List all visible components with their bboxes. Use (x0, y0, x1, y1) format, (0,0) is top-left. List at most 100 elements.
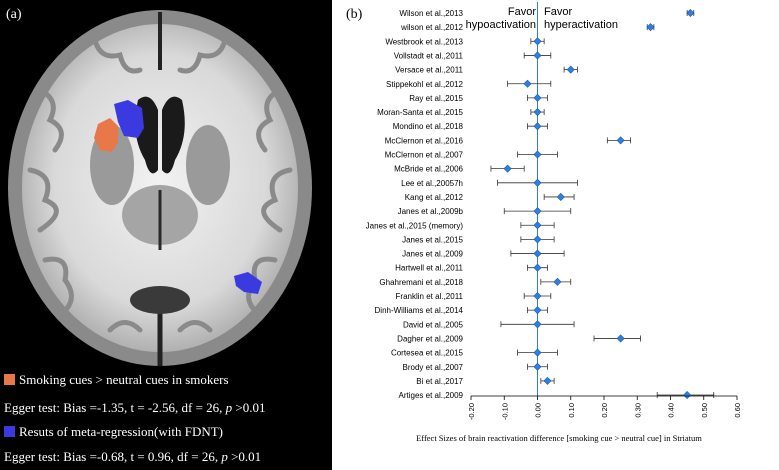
effect-size-marker (533, 93, 542, 102)
x-tick-label: 0.40 (667, 403, 676, 418)
study-row-marker (606, 136, 632, 145)
egger-test-1-text: Egger test: Bias =-1.35, t = -2.56, df =… (4, 400, 226, 415)
study-label: Kang et al.,2012 (405, 193, 464, 202)
study-row-marker (517, 348, 558, 357)
meta-regression-cluster (114, 100, 144, 138)
effect-size-marker (533, 235, 542, 244)
orange-swatch-icon (4, 374, 15, 385)
effect-size-marker (683, 391, 692, 400)
study-label: Janes et al.,2015 (402, 235, 463, 244)
study-label: Ray et al.,2015 (409, 94, 463, 103)
x-tick-label: 0.30 (633, 403, 642, 418)
effect-size-marker (533, 320, 542, 329)
x-tick-label: 0.10 (567, 403, 576, 418)
study-label: Janes et al.,2009b (398, 207, 464, 216)
study-row-marker (523, 291, 552, 301)
study-label: Versace et al.,2011 (395, 66, 463, 75)
study-label: Lee et al.,20057h (401, 179, 463, 188)
study-row-marker (686, 8, 695, 18)
effect-size-marker (566, 65, 575, 74)
effect-size-marker (533, 249, 542, 258)
egger-test-1: Egger test: Bias =-1.35, t = -2.56, df =… (4, 400, 266, 416)
study-row-marker (593, 334, 641, 343)
effect-size-marker (533, 51, 542, 60)
study-label: Brody et al.,2007 (403, 363, 464, 372)
egger-test-2: Egger test: Bias =-0.68, t = 0.96, df = … (4, 449, 261, 465)
study-row-marker (527, 263, 548, 272)
favor-right-line2: hyperactivation (544, 19, 618, 31)
study-row-marker (543, 192, 575, 201)
study-label: Moran-Santa et al.,2015 (377, 108, 463, 117)
effect-size-marker (503, 164, 512, 173)
study-row-marker (540, 376, 555, 385)
panel-a-label: (a) (6, 7, 22, 22)
brain-panel: (a) Smoking cues > neutral cues in smoke… (0, 0, 332, 470)
x-axis-title: Effect Sizes of brain reactivation diffe… (416, 433, 702, 443)
effect-size-marker (533, 291, 542, 301)
study-label: Vollstadt et al.,2011 (394, 51, 464, 60)
forest-plot-panel: (b) Wilson et al.,2013 wilson et al.,2012… (334, 0, 779, 470)
study-row-marker (490, 164, 525, 173)
blue-swatch-icon (4, 426, 15, 437)
study-label: wilson et al.,2012 (400, 23, 463, 32)
effect-size-marker (533, 37, 542, 46)
study-row-marker (517, 150, 558, 159)
study-label: Dinh-Williams et al.,2014 (375, 306, 464, 315)
study-label: Hartwell et al.,2011 (395, 264, 463, 273)
effect-size-marker (533, 108, 542, 117)
effect-size-marker (616, 136, 625, 145)
legend-smoking-cues-text: Smoking cues > neutral cues in smokers (19, 372, 229, 387)
effect-size-marker (533, 263, 542, 272)
egger-test-2-tail: >0.01 (227, 449, 262, 464)
study-row-marker (497, 178, 578, 187)
x-axis: -0.20 -0.10 0.00 0.10 0.20 0.30 0.40 0.50 0.60 (467, 395, 742, 420)
forest-plot: Wilson et al.,2013 wilson et al.,2012 West… (366, 2, 742, 443)
meta-regression-cluster-small (234, 272, 262, 294)
panel-b-label: (b) (346, 7, 363, 22)
study-label: Cortesea et al.,2015 (391, 349, 464, 358)
brain-gyri (27, 37, 293, 333)
study-label: McBride et al.,2006 (394, 165, 463, 174)
study-row-marker (646, 23, 655, 32)
effect-size-marker (616, 334, 625, 343)
effect-size-marker (646, 23, 655, 32)
effect-size-marker (533, 362, 542, 371)
study-row-marker (520, 235, 555, 244)
study-label: Janes et al.,2009 (402, 250, 463, 259)
study-label: Bi et al.,2017 (416, 377, 463, 386)
x-tick-label: 0.50 (700, 403, 709, 418)
effect-size-marker (533, 306, 542, 315)
study-label: Artiges et al.,2009 (399, 391, 464, 400)
effect-size-marker (543, 376, 552, 385)
brain-slice-image (8, 10, 312, 366)
study-label: Stippekohl et al.,2012 (386, 80, 463, 89)
study-labels: Wilson et al.,2013 wilson et al.,2012 West… (366, 9, 464, 400)
effect-size-marker (553, 277, 562, 286)
legend-smoking-cues: Smoking cues > neutral cues in smokers (4, 372, 229, 388)
study-row-marker (527, 122, 548, 131)
egger-test-2-text: Egger test: Bias =-0.68, t = 0.96, df = … (4, 449, 222, 464)
effect-size-marker (523, 79, 532, 88)
favor-left-line1: Favor (508, 6, 536, 18)
effect-size-marker (533, 221, 542, 230)
study-row-marker (530, 108, 545, 117)
study-row-marker (500, 320, 575, 329)
x-tick-label: -0.10 (500, 403, 509, 420)
favor-right-line1: Favor (544, 6, 572, 18)
study-row-marker (507, 79, 552, 88)
plot-area (490, 2, 715, 400)
study-row-marker (563, 65, 578, 74)
study-label: Franklin et al.,2011 (396, 292, 464, 301)
egger-test-1-p: p (225, 400, 233, 415)
x-tick-label: -0.20 (467, 403, 476, 420)
effect-size-marker (556, 192, 565, 201)
study-row-marker (520, 221, 555, 230)
legend-meta-regression: Resuts of meta-regression(with FDNT) (4, 424, 223, 440)
study-row-marker (656, 391, 715, 400)
x-tick-label: 0.20 (600, 403, 609, 418)
effect-size-marker (533, 150, 542, 159)
study-row-marker (527, 362, 548, 371)
study-row-marker (540, 277, 572, 286)
effect-size-marker (533, 348, 542, 357)
favor-left-line2: hypoactivation (466, 19, 536, 31)
